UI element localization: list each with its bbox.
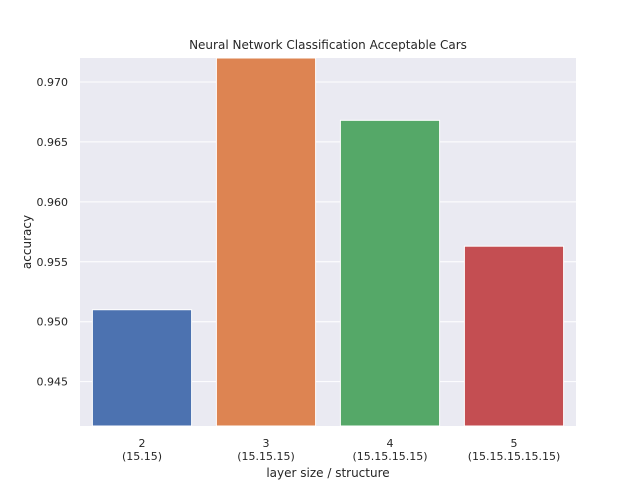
x-tick-sublabel: (15.15.15) — [237, 450, 295, 463]
chart-title: Neural Network Classification Acceptable… — [189, 38, 467, 52]
y-axis-label: accuracy — [20, 215, 34, 269]
bar-3 — [215, 57, 317, 427]
y-tick-labels: 0.945 0.950 0.955 0.960 0.965 0.970 — [37, 76, 69, 389]
x-tick-labels: 2(15.15) 3(15.15.15) 4(15.15.15.15) 5(15.15… — [122, 437, 560, 463]
x-tick-label: 4 — [387, 437, 394, 450]
x-tick-label: 3 — [263, 437, 270, 450]
x-tick-sublabel: (15.15.15.15.15) — [468, 450, 561, 463]
bar-2 — [91, 309, 193, 427]
y-tick-label: 0.970 — [37, 76, 69, 89]
y-tick-label: 0.965 — [37, 136, 69, 149]
x-axis-label: layer size / structure — [266, 466, 389, 480]
x-tick-label: 5 — [511, 437, 518, 450]
x-tick-label: 2 — [139, 437, 146, 450]
bars — [91, 57, 565, 427]
y-tick-label: 0.960 — [37, 196, 69, 209]
y-tick-label: 0.955 — [37, 256, 69, 269]
x-tick-sublabel: (15.15.15.15) — [352, 450, 427, 463]
x-tick-sublabel: (15.15) — [122, 450, 162, 463]
bar-5 — [463, 245, 565, 427]
bar-4 — [339, 119, 441, 427]
y-tick-label: 0.950 — [37, 316, 69, 329]
y-tick-label: 0.945 — [37, 376, 69, 389]
